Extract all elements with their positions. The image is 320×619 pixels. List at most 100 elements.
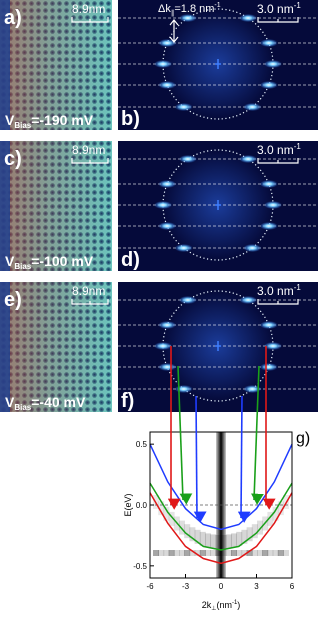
spectral-weight [262, 550, 269, 556]
x-axis-title: 2k⊥(nm-1) [202, 600, 241, 612]
spectral-weight [225, 534, 232, 549]
panel-label: c) [4, 148, 22, 170]
bragg-spot [239, 14, 258, 22]
spectral-weight [267, 511, 274, 526]
center-cross [215, 341, 221, 351]
spectral-weight [246, 527, 253, 542]
x-tick-label: 6 [290, 582, 295, 591]
bragg-spot [259, 39, 278, 47]
bragg-spot [259, 222, 278, 230]
label-box [294, 426, 316, 446]
transition-arrow [251, 365, 264, 505]
spectral-weight [184, 550, 191, 556]
bragg-spot [154, 201, 172, 209]
spectral-weight [163, 550, 170, 556]
step-edge [0, 282, 10, 412]
spectral-weight [194, 529, 201, 544]
spectral-weight [153, 550, 159, 556]
bragg-spot [154, 60, 172, 68]
spectral-weight [251, 524, 258, 539]
spectral-weight [283, 550, 289, 556]
scale-bar [257, 17, 299, 23]
spectral-weight [236, 531, 243, 546]
bragg-spot [243, 103, 262, 111]
scale-label: 8.9nm [72, 143, 105, 157]
scale-label: 8.9nm [72, 2, 105, 16]
spectral-weight [158, 550, 165, 556]
center-cross [215, 200, 221, 210]
spectral-weight [210, 550, 217, 556]
bragg-spot [243, 244, 262, 252]
panel-label: d) [121, 249, 140, 271]
scale-superscript: -1 [294, 1, 302, 10]
bias-symbol: V [5, 253, 15, 269]
scale-label: 8.9nm [72, 284, 105, 298]
spectral-weight [231, 550, 237, 556]
x-title-superscript: -1 [232, 600, 238, 606]
bragg-spot [239, 296, 258, 304]
scale-bar [71, 17, 109, 23]
bragg-spot [158, 363, 177, 371]
scale-bar [257, 299, 299, 305]
spectral-weight [257, 520, 263, 535]
bragg-spot [178, 296, 197, 304]
y-axis-title: E(eV) [123, 493, 133, 516]
spectral-weight [199, 531, 206, 546]
bragg-spot [158, 81, 177, 89]
spectral-weight [225, 550, 232, 556]
spectral-weight [231, 533, 237, 548]
spectral-weight [277, 501, 284, 516]
bias-label: VBias=-190 mV [5, 112, 94, 130]
spectral-weight [236, 550, 243, 556]
scale-superscript: -1 [294, 142, 302, 151]
x-tick-label: -6 [146, 582, 154, 591]
center-cross [215, 59, 221, 69]
panel-label: e) [4, 289, 22, 311]
spacing-label: Δk∥=1.8 nm-1 [158, 2, 221, 17]
scale-text: 3.0 nm [257, 2, 294, 16]
bragg-spot [264, 342, 282, 350]
transition-arrow [193, 395, 207, 523]
y-tick-label: -0.5 [133, 562, 147, 571]
x-title-close: ) [237, 600, 240, 610]
bias-subscript: Bias [14, 262, 31, 271]
spectral-weight [194, 550, 201, 556]
scale-label: 3.0 nm-1 [257, 142, 301, 157]
spacing-text: Δk [158, 3, 171, 15]
fourier-panel: f) 3.0 nm-1 [118, 282, 318, 412]
bias-symbol: V [5, 394, 15, 410]
spacing-value: =1.8 nm [174, 3, 214, 15]
spectral-weight [241, 529, 248, 544]
bias-symbol: V [5, 112, 15, 128]
bragg-spot [158, 180, 177, 188]
spectral-weight [179, 550, 185, 556]
band-curve [149, 482, 293, 551]
bias-label: VBias=-100 mV [5, 253, 94, 271]
scale-bar [71, 299, 109, 305]
bragg-spot [154, 342, 172, 350]
scale-label: 3.0 nm-1 [257, 283, 301, 298]
panel-label: a) [4, 7, 22, 29]
transition-arrow [177, 365, 193, 505]
spectral-weight [158, 501, 165, 516]
spectral-weight [205, 550, 211, 556]
fourier-panel: b)3.0 nm-1Δk∥=1.8 nm-1 [118, 0, 318, 130]
x-title-text: 2k [202, 600, 212, 610]
spectral-weight [184, 524, 191, 539]
scale-superscript: -1 [294, 283, 302, 292]
bragg-spot [264, 201, 282, 209]
scale-label: 3.0 nm-1 [257, 1, 301, 16]
bias-subscript: Bias [14, 121, 31, 130]
scale-text: 3.0 nm [257, 284, 294, 298]
bragg-spot [158, 39, 177, 47]
spectral-weight [189, 550, 196, 556]
spectral-weight [179, 520, 185, 535]
spectral-weight [205, 533, 211, 548]
spectral-weight [199, 550, 206, 556]
bragg-spot [158, 222, 177, 230]
spectral-weight [163, 506, 170, 521]
step-edge [0, 0, 10, 130]
panel-label: f) [121, 390, 134, 412]
spectral-weight [173, 550, 180, 556]
